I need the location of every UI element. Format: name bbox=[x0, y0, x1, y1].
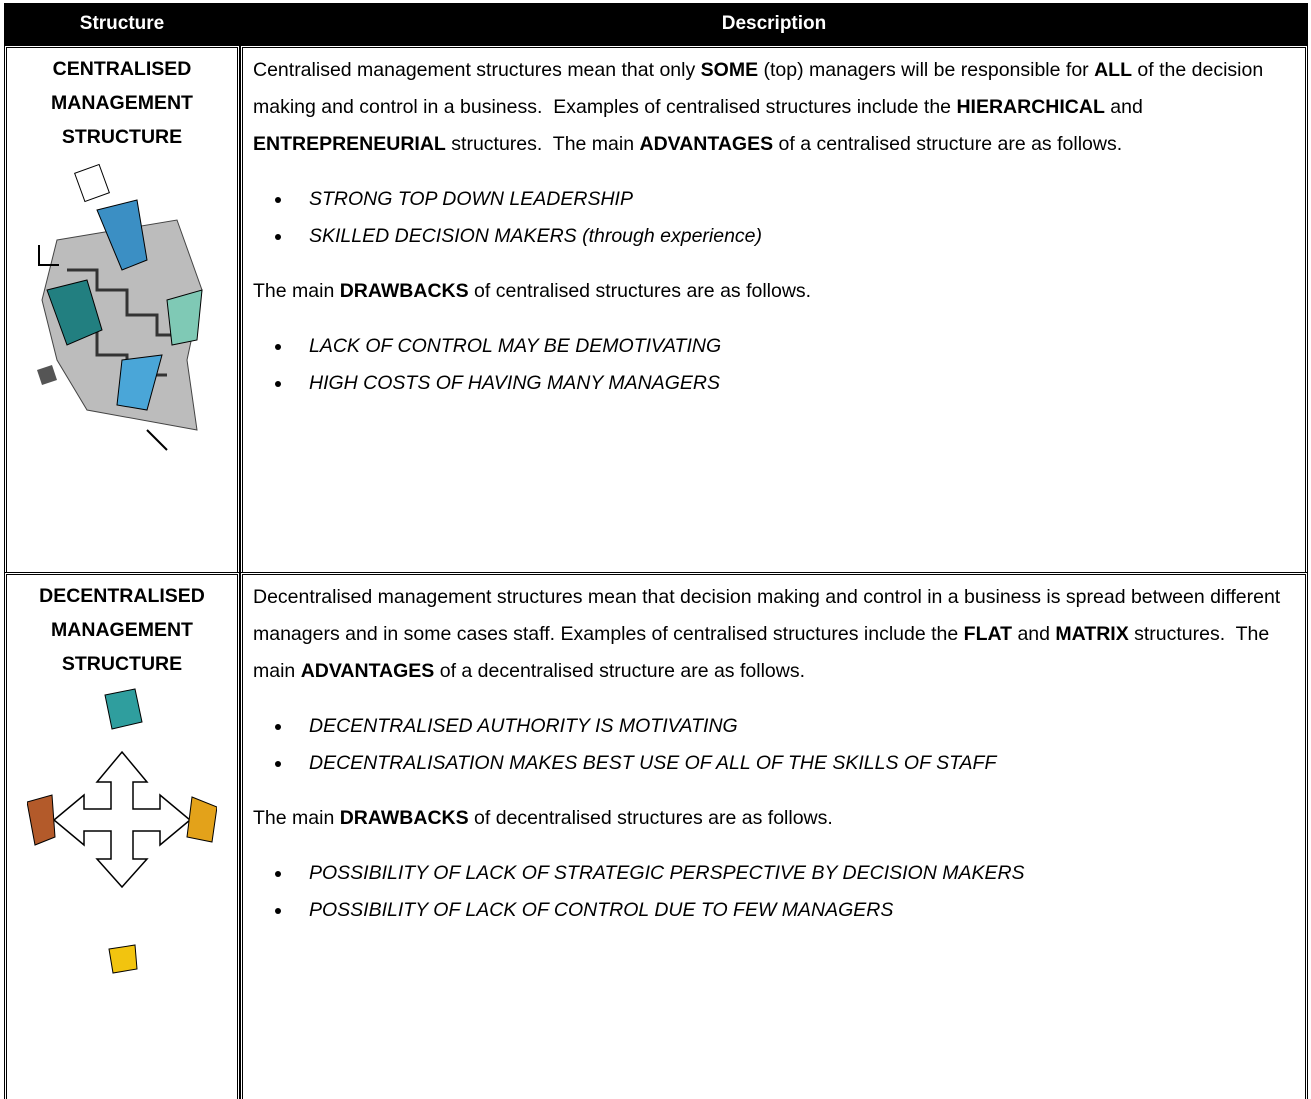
text-run: FLAT bbox=[963, 623, 1013, 645]
bullet-item: LACK OF CONTROL MAY BE DEMOTIVATING bbox=[293, 328, 1297, 365]
bullet-item: POSSIBILITY OF LACK OF CONTROL DUE TO FE… bbox=[293, 892, 1297, 929]
text-run: Centralised management structures mean t… bbox=[253, 59, 701, 81]
description-cell: Decentralised management structures mean… bbox=[240, 572, 1308, 1099]
text-run: and bbox=[1104, 96, 1149, 118]
text-run: (top) managers will be responsible for bbox=[758, 59, 1095, 81]
text-run: ALL bbox=[1094, 59, 1132, 81]
paragraph: The main DRAWBACKS of centralised struct… bbox=[253, 273, 1297, 310]
text-run: DRAWBACKS bbox=[339, 280, 469, 302]
row: CENTRALISED MANAGEMENT STRUCTURE Central… bbox=[4, 45, 1308, 572]
paragraph: The main DRAWBACKS of decentralised stru… bbox=[253, 800, 1297, 837]
bullet-item: DECENTRALISED AUTHORITY IS MOTIVATING bbox=[293, 708, 1297, 745]
bullet-list: STRONG TOP DOWN LEADERSHIPSKILLED DECISI… bbox=[253, 181, 1297, 255]
bullet-item: POSSIBILITY OF LACK OF STRATEGIC PERSPEC… bbox=[293, 855, 1297, 892]
text-run: structures. The main bbox=[445, 133, 640, 155]
bullet-item: HIGH COSTS OF HAVING MANY MANAGERS bbox=[293, 365, 1297, 402]
structure-cell: DECENTRALISED MANAGEMENT STRUCTURE bbox=[4, 572, 240, 1099]
text-run: The main bbox=[253, 280, 340, 302]
text-run: Decentralised management structures mean… bbox=[253, 586, 1286, 645]
page: Structure Description CENTRALISED MANAGE… bbox=[0, 0, 1311, 1067]
bullet-item: DECENTRALISATION MAKES BEST USE OF ALL O… bbox=[293, 745, 1297, 782]
puzzle-illustration bbox=[37, 163, 203, 451]
text-run: of decentralised structures are as follo… bbox=[468, 807, 833, 829]
row: DECENTRALISED MANAGEMENT STRUCTURE Decen… bbox=[4, 572, 1308, 1099]
header-cell: Structure bbox=[4, 3, 240, 45]
text-run: of a decentralised structure are as foll… bbox=[434, 660, 805, 682]
bullet-item: SKILLED DECISION MAKERS (through experie… bbox=[293, 218, 1297, 255]
text-run: SOME bbox=[700, 59, 759, 81]
text-run: DRAWBACKS bbox=[339, 807, 469, 829]
text-run: ADVANTAGES bbox=[639, 133, 774, 155]
arrows-illustration bbox=[27, 688, 217, 974]
text-run: MATRIX bbox=[1055, 623, 1129, 645]
text-run: of the decision making and control in a … bbox=[253, 59, 1269, 118]
structure-name: DECENTRALISED MANAGEMENT STRUCTURE bbox=[39, 585, 205, 675]
structure-name: CENTRALISED MANAGEMENT STRUCTURE bbox=[51, 58, 193, 148]
bullet-list: DECENTRALISED AUTHORITY IS MOTIVATINGDEC… bbox=[253, 708, 1297, 782]
text-run: structures. The main bbox=[253, 623, 1275, 682]
bullet-item: STRONG TOP DOWN LEADERSHIP bbox=[293, 181, 1297, 218]
paragraph: Centralised management structures mean t… bbox=[253, 52, 1297, 163]
header-cell: Description bbox=[240, 3, 1308, 45]
structures-table: Structure Description CENTRALISED MANAGE… bbox=[4, 3, 1308, 1099]
bullet-list: LACK OF CONTROL MAY BE DEMOTIVATINGHIGH … bbox=[253, 328, 1297, 402]
text-run: The main bbox=[253, 807, 340, 829]
bullet-list: POSSIBILITY OF LACK OF STRATEGIC PERSPEC… bbox=[253, 855, 1297, 929]
text-run: and bbox=[1012, 623, 1056, 645]
paragraph: Decentralised management structures mean… bbox=[253, 579, 1297, 690]
document: Structure Description CENTRALISED MANAGE… bbox=[4, 3, 1308, 1099]
text-run: of a centralised structure are as follow… bbox=[773, 133, 1123, 155]
text-run: ADVANTAGES bbox=[300, 660, 435, 682]
text-run: HIERARCHICAL bbox=[956, 96, 1105, 118]
structure-cell: CENTRALISED MANAGEMENT STRUCTURE bbox=[4, 45, 240, 572]
description-cell: Centralised management structures mean t… bbox=[240, 45, 1308, 572]
text-run: ENTREPRENEURIAL bbox=[253, 133, 446, 155]
header-row: Structure Description bbox=[4, 3, 1308, 45]
text-run: of centralised structures are as follows… bbox=[468, 280, 812, 302]
